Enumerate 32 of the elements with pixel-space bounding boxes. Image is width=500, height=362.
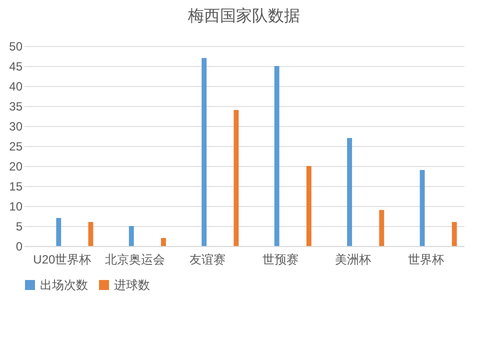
y-tick-label: 50 xyxy=(9,40,23,54)
bar xyxy=(306,166,312,246)
x-tick-label: 世预赛 xyxy=(262,252,298,266)
y-tick-label: 10 xyxy=(9,200,23,214)
y-tick-label: 15 xyxy=(9,180,23,194)
y-tick-label: 30 xyxy=(9,120,23,134)
x-tick-label: 北京奥运会 xyxy=(104,252,165,266)
chart-title: 梅西国家队数据 xyxy=(187,7,300,25)
y-tick-label: 45 xyxy=(9,60,23,74)
bar xyxy=(88,222,94,246)
y-tick-label: 35 xyxy=(9,100,23,114)
bar xyxy=(160,238,166,246)
x-tick-label: U20世界杯 xyxy=(33,252,92,266)
x-tick-label: 美洲杯 xyxy=(335,252,372,266)
y-tick-label: 5 xyxy=(16,220,23,234)
bar xyxy=(234,110,239,246)
bar xyxy=(56,218,62,246)
y-tick-label: 40 xyxy=(9,80,23,94)
bar xyxy=(202,58,207,246)
bar xyxy=(420,170,425,246)
y-tick-label: 25 xyxy=(9,140,23,154)
y-tick-label: 0 xyxy=(16,240,23,254)
bar xyxy=(347,138,352,246)
bar xyxy=(379,210,384,246)
x-tick-label: 世界杯 xyxy=(408,252,444,266)
bar xyxy=(452,222,457,246)
y-tick-label: 20 xyxy=(9,160,23,174)
bar xyxy=(274,66,280,246)
x-tick-label: 友谊赛 xyxy=(190,252,226,266)
legend-label: 出场次数 xyxy=(40,278,88,292)
legend-label: 进球数 xyxy=(114,278,150,292)
bar xyxy=(128,226,134,246)
